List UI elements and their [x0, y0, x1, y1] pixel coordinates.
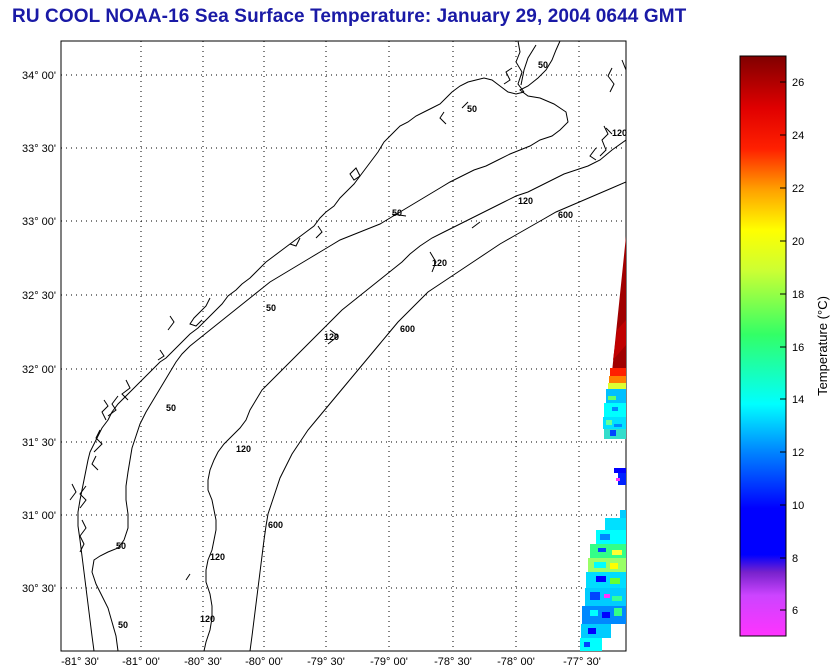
lat-tick-label: 32° 30' — [22, 290, 56, 302]
isobath-600m — [249, 181, 626, 651]
isobath-50m — [91, 41, 613, 651]
colorbar-title: Temperature (°C) — [815, 296, 830, 396]
contour-label: 50 — [467, 104, 477, 114]
isobath-120m — [203, 139, 626, 651]
lon-tick-label: -78° 00' — [497, 656, 535, 668]
contour-label: 120 — [236, 444, 251, 454]
contour-label: 50 — [166, 403, 176, 413]
colorbar-tick-label: 26 — [792, 77, 804, 89]
colorbar-tick-label: 24 — [792, 130, 804, 142]
contour-label: 50 — [538, 60, 548, 70]
colorbar-tick-label: 22 — [792, 183, 804, 195]
lat-tick-label: 30° 30' — [22, 583, 56, 595]
contour-label: 120 — [432, 258, 447, 268]
colorbar-tick-label: 18 — [792, 289, 804, 301]
lon-tick-label: -77° 30' — [563, 656, 601, 668]
contour-label: 50 — [116, 541, 126, 551]
colorbar-gradient — [739, 55, 787, 637]
contour-label: 50 — [266, 303, 276, 313]
graticule — [61, 41, 626, 651]
map-title: RU COOL NOAA-16 Sea Surface Temperature:… — [12, 6, 687, 27]
lon-tick-label: -78° 30' — [434, 656, 472, 668]
colorbar-tick-label: 8 — [792, 553, 798, 565]
longitude-labels: -81° 30' -81° 00' -80° 30' -80° 00' -79°… — [61, 656, 601, 668]
lon-tick-label: -79° 00' — [370, 656, 408, 668]
contour-label: 50 — [118, 620, 128, 630]
contour-label: 600 — [268, 520, 283, 530]
colorbar-tick-label: 20 — [792, 236, 804, 248]
contour-label: 600 — [400, 324, 415, 334]
lon-tick-label: -80° 30' — [184, 656, 222, 668]
lat-tick-label: 31° 30' — [22, 437, 56, 449]
colorbar-tick-label: 16 — [792, 342, 804, 354]
colorbar-tick-label: 14 — [792, 394, 804, 406]
latitude-labels: 34° 00' 33° 30' 33° 00' 32° 30' 32° 00' … — [22, 70, 56, 595]
lat-tick-label: 34° 00' — [22, 70, 56, 82]
lat-tick-label: 33° 30' — [22, 143, 56, 155]
contour-label: 120 — [210, 552, 225, 562]
contour-label: 50 — [392, 208, 402, 218]
contour-labels: 50 50 50 50 50 50 50 120 120 120 120 120… — [116, 60, 627, 630]
lon-tick-label: -81° 30' — [61, 656, 99, 668]
map-frame — [60, 40, 627, 652]
contour-label: 600 — [558, 210, 573, 220]
contour-label: 120 — [612, 128, 627, 138]
contour-label: 120 — [518, 196, 533, 206]
lon-tick-label: -81° 00' — [122, 656, 160, 668]
colorbar-tick-label: 10 — [792, 500, 804, 512]
colorbar: 26 24 22 20 18 16 14 12 10 8 6 Temperatu… — [739, 55, 830, 637]
lon-tick-label: -79° 30' — [307, 656, 345, 668]
lat-tick-label: 31° 00' — [22, 510, 56, 522]
lon-tick-label: -80° 00' — [245, 656, 283, 668]
colorbar-tick-label: 6 — [792, 605, 798, 617]
lat-tick-label: 32° 00' — [22, 364, 56, 376]
contour-label: 120 — [200, 614, 215, 624]
sst-swath — [580, 236, 626, 651]
lat-tick-label: 33° 00' — [22, 216, 56, 228]
contour-label: 120 — [324, 332, 339, 342]
colorbar-tick-label: 12 — [792, 447, 804, 459]
coastline — [69, 41, 626, 651]
